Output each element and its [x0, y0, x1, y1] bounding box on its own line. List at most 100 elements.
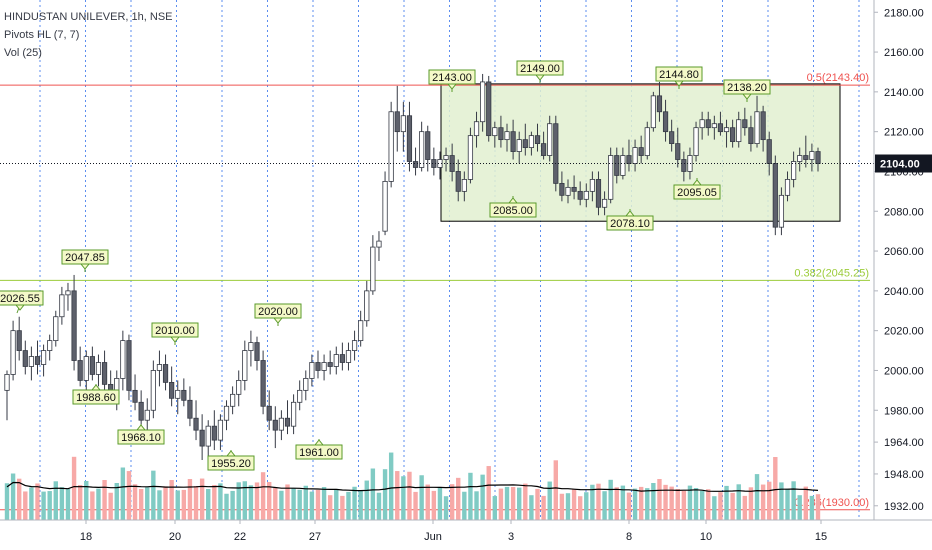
candle[interactable]: [162, 354, 169, 391]
candle[interactable]: [248, 330, 254, 367]
y-axis[interactable]: 1932.00 1948.00 1964.00 1980.00 2000.00 2020.…: [874, 7, 932, 513]
candle[interactable]: [559, 171, 565, 202]
candle[interactable]: [175, 380, 181, 415]
candle[interactable]: [541, 131, 547, 160]
current-price-badge[interactable]: 2104.00: [875, 154, 932, 173]
candle[interactable]: [620, 147, 626, 180]
pivot-label-high[interactable]: 2010.00: [151, 322, 199, 345]
candle[interactable]: [187, 386, 193, 427]
candle[interactable]: [138, 390, 144, 431]
candle[interactable]: [388, 101, 394, 188]
candle[interactable]: [126, 334, 132, 401]
candle[interactable]: [791, 151, 797, 188]
candle[interactable]: [583, 183, 589, 208]
candle[interactable]: [278, 410, 284, 441]
candle[interactable]: [815, 147, 821, 172]
candle[interactable]: [419, 121, 425, 172]
candle[interactable]: [638, 135, 644, 164]
candle[interactable]: [400, 101, 406, 152]
candle[interactable]: [339, 342, 345, 371]
candle[interactable]: [522, 123, 528, 156]
candle[interactable]: [266, 390, 272, 431]
pivot-label-low[interactable]: 2095.05: [673, 178, 721, 200]
candle[interactable]: [461, 171, 467, 202]
candle[interactable]: [467, 127, 474, 184]
candle[interactable]: [284, 400, 291, 435]
indicator-pivots-label[interactable]: Pivots HL (7, 7): [4, 29, 79, 41]
candle[interactable]: [315, 350, 321, 379]
candle[interactable]: [205, 420, 211, 461]
candle[interactable]: [71, 274, 77, 371]
candle[interactable]: [193, 400, 199, 441]
candle[interactable]: [89, 346, 95, 381]
candle[interactable]: [723, 119, 730, 148]
pivot-label-low[interactable]: 1955.20: [207, 450, 255, 471]
candle[interactable]: [132, 374, 138, 411]
candle[interactable]: [327, 350, 333, 375]
candle[interactable]: [705, 111, 711, 136]
candle[interactable]: [406, 101, 413, 172]
candle[interactable]: [711, 115, 717, 140]
candle[interactable]: [333, 346, 339, 375]
pivot-label-low[interactable]: 1968.10: [117, 424, 165, 445]
candle[interactable]: [778, 187, 785, 236]
candle[interactable]: [589, 171, 595, 202]
candle[interactable]: [272, 406, 278, 449]
candle[interactable]: [565, 179, 571, 204]
candle[interactable]: [766, 131, 772, 176]
candle[interactable]: [364, 280, 370, 327]
candle[interactable]: [156, 350, 163, 387]
candle[interactable]: [681, 151, 687, 182]
pivot-label-high[interactable]: 2143.00: [428, 69, 476, 92]
candle[interactable]: [614, 147, 620, 184]
pivot-label-low[interactable]: 1988.60: [72, 384, 120, 405]
candle[interactable]: [303, 370, 309, 401]
candle[interactable]: [34, 340, 41, 375]
candle[interactable]: [16, 316, 22, 361]
candle[interactable]: [736, 111, 742, 148]
candle[interactable]: [211, 410, 217, 451]
candle[interactable]: [577, 181, 583, 206]
candle[interactable]: [547, 115, 553, 162]
candle[interactable]: [699, 111, 705, 140]
candle[interactable]: [754, 95, 760, 148]
candle[interactable]: [22, 340, 28, 375]
candle[interactable]: [297, 380, 303, 411]
candle[interactable]: [626, 139, 632, 172]
candle[interactable]: [83, 350, 89, 391]
candle[interactable]: [40, 344, 47, 377]
candle[interactable]: [217, 414, 224, 451]
candle[interactable]: [803, 135, 809, 168]
candle[interactable]: [760, 105, 766, 152]
candle[interactable]: [772, 155, 778, 236]
pivot-label-low[interactable]: 1961.00: [295, 439, 343, 460]
candle[interactable]: [662, 99, 669, 142]
candle[interactable]: [669, 119, 675, 152]
candle[interactable]: [528, 131, 535, 156]
candle[interactable]: [321, 354, 327, 381]
candle[interactable]: [717, 111, 724, 136]
candle[interactable]: [370, 235, 376, 295]
pivot-label-high[interactable]: 2149.00: [516, 60, 564, 83]
indicator-volume-label[interactable]: Vol (25): [4, 47, 42, 59]
pivot-label-low[interactable]: 2085.00: [489, 196, 537, 218]
candle[interactable]: [309, 354, 315, 387]
candle[interactable]: [150, 360, 156, 419]
candle[interactable]: [254, 336, 260, 371]
pivot-label-high[interactable]: 2026.55: [0, 290, 44, 314]
x-axis[interactable]: 18 20 22 27 Jun 3 8 10 15: [80, 520, 827, 543]
candle[interactable]: [431, 147, 437, 176]
candle[interactable]: [28, 346, 34, 381]
candle[interactable]: [595, 171, 602, 216]
candle[interactable]: [675, 127, 681, 168]
candle[interactable]: [223, 400, 230, 431]
pivot-label-high[interactable]: 2138.20: [723, 79, 771, 102]
candle[interactable]: [4, 370, 10, 421]
candle[interactable]: [95, 354, 102, 387]
candle[interactable]: [480, 73, 486, 132]
candle[interactable]: [412, 147, 419, 176]
candle[interactable]: [571, 175, 577, 200]
candle[interactable]: [65, 282, 71, 311]
candle[interactable]: [608, 147, 614, 204]
candle[interactable]: [498, 115, 504, 148]
